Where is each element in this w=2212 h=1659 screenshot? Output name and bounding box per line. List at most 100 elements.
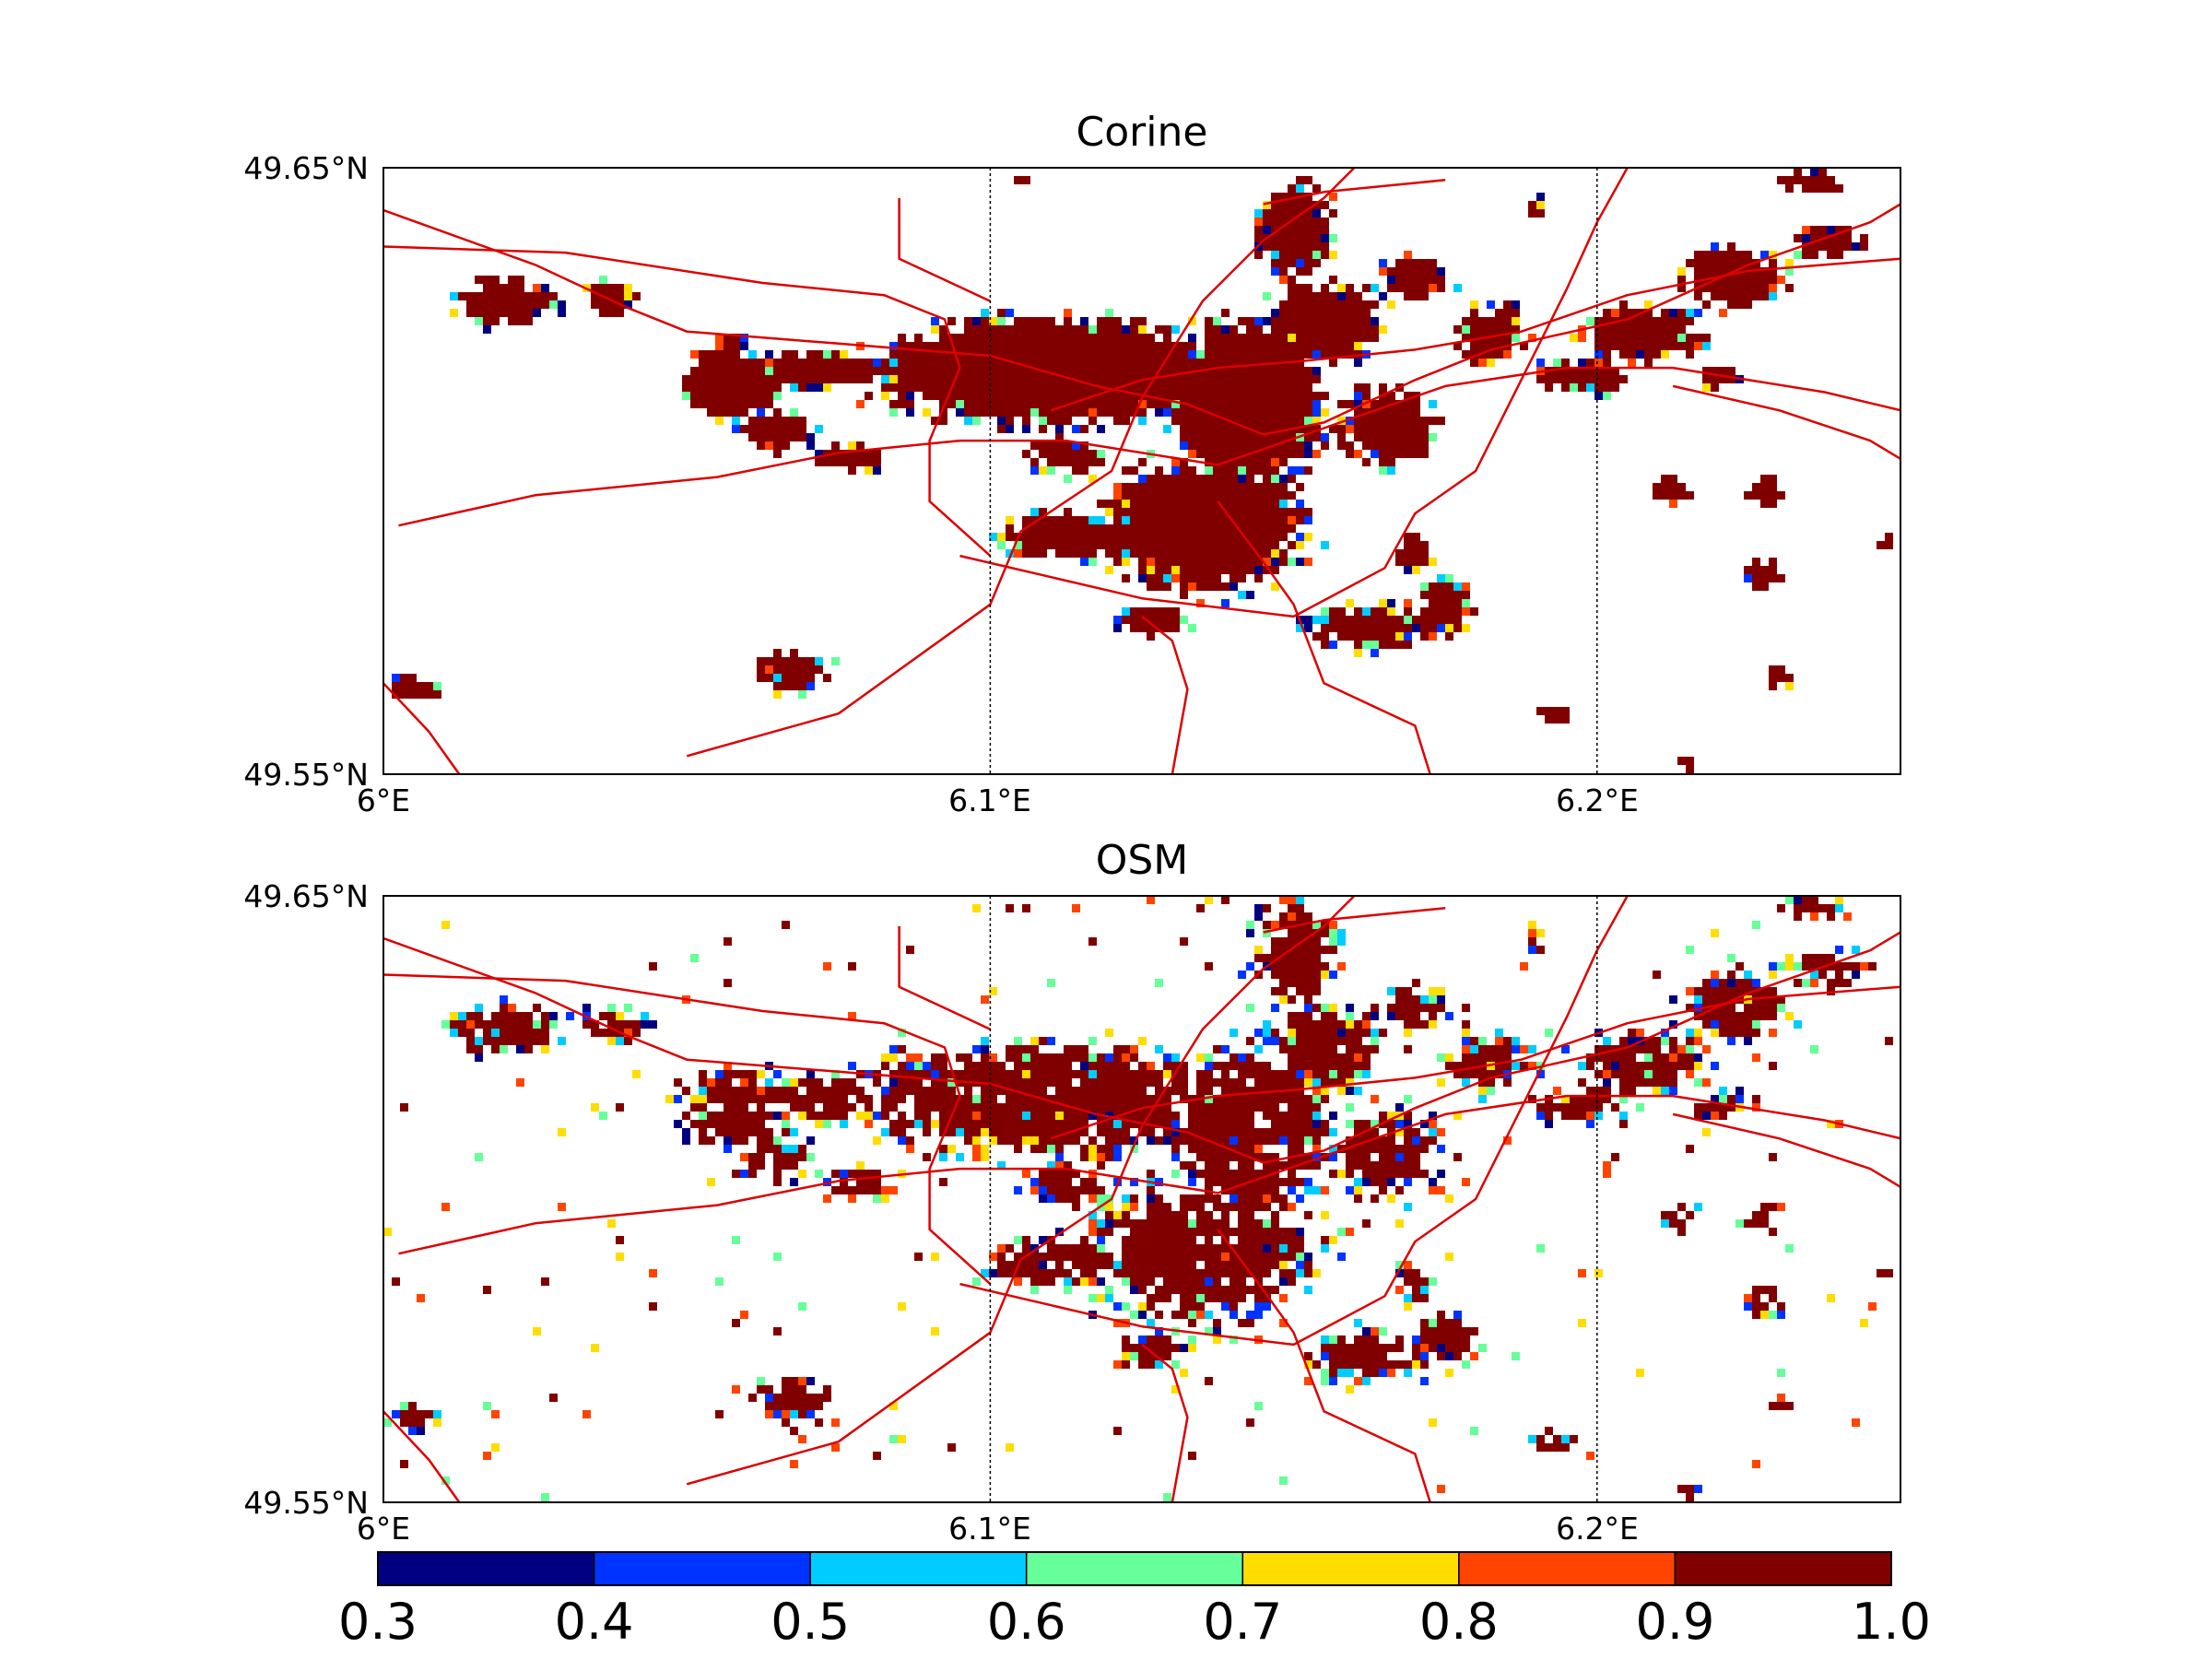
raster-cell: [898, 359, 906, 367]
raster-cell: [1619, 1062, 1628, 1070]
raster-cell: [466, 1045, 475, 1053]
raster-cell: [1810, 904, 1818, 912]
raster-cell: [823, 359, 831, 367]
raster-cell: [1196, 599, 1205, 607]
raster-cell: [1288, 400, 1296, 408]
raster-cell: [1453, 607, 1462, 616]
raster-cell: [1404, 433, 1412, 441]
raster-cell: [1346, 1045, 1354, 1053]
raster-cell: [1536, 375, 1545, 383]
raster-cell: [1097, 1277, 1105, 1286]
raster-cell: [1395, 441, 1404, 450]
raster-cell: [1105, 359, 1113, 367]
raster-cell: [1221, 375, 1230, 383]
raster-cell: [1180, 1136, 1188, 1145]
raster-cell: [840, 1186, 848, 1194]
raster-cell: [1296, 1269, 1304, 1277]
raster-cell: [1321, 624, 1329, 632]
raster-cell: [1329, 209, 1337, 218]
raster-cell: [1205, 1078, 1213, 1087]
raster-cell: [1271, 259, 1279, 267]
road-network-corine: [383, 168, 1900, 774]
raster-cell: [1122, 508, 1130, 516]
raster-cell: [1445, 632, 1453, 641]
raster-cell: [1362, 1020, 1371, 1029]
raster-cell: [1769, 1311, 1777, 1319]
raster-cell: [1288, 1120, 1296, 1128]
raster-cell: [1594, 1053, 1603, 1062]
raster-cell: [591, 1103, 599, 1112]
raster-cell: [997, 1136, 1006, 1145]
raster-cell: [1271, 1253, 1279, 1261]
raster-cell: [1702, 284, 1711, 292]
raster-cell: [1254, 425, 1263, 433]
raster-cell: [1188, 566, 1196, 574]
raster-cell: [1594, 367, 1603, 375]
raster-cell: [1254, 508, 1263, 516]
raster-cell: [740, 1103, 748, 1112]
raster-cell: [1827, 987, 1835, 995]
raster-cell: [1205, 1103, 1213, 1112]
raster-cell: [1088, 533, 1097, 541]
raster-cell: [1180, 1286, 1188, 1294]
raster-cell: [1039, 1128, 1047, 1136]
raster-cell: [1055, 1269, 1064, 1277]
raster-cell: [1097, 1128, 1105, 1136]
raster-cell: [1603, 383, 1611, 392]
raster-cell: [1288, 995, 1296, 1004]
raster-cell: [483, 1452, 491, 1460]
raster-cell: [1279, 491, 1288, 500]
raster-cell: [1702, 1020, 1711, 1029]
raster-cell: [1371, 1012, 1379, 1020]
raster-cell: [956, 375, 964, 383]
raster-cell: [1462, 591, 1470, 599]
raster-cell: [1420, 1319, 1429, 1327]
raster-cell: [865, 1112, 873, 1120]
raster-cell: [1711, 1103, 1719, 1112]
raster-cell: [1072, 383, 1080, 392]
raster-cell: [1346, 1136, 1354, 1145]
raster-cell: [1628, 342, 1636, 350]
raster-cell: [1138, 616, 1147, 624]
raster-cell: [1039, 1253, 1047, 1261]
raster-cell: [408, 1410, 417, 1418]
raster-cell: [1661, 1211, 1669, 1219]
raster-cell: [1304, 937, 1312, 946]
raster-cell: [1611, 383, 1619, 392]
raster-cell: [1727, 954, 1735, 962]
raster-cell: [1130, 1136, 1138, 1145]
raster-cell: [1387, 441, 1395, 450]
raster-cell: [1238, 450, 1246, 458]
raster-cell: [1404, 995, 1412, 1004]
raster-cell: [1586, 375, 1594, 383]
raster-cell: [1453, 1335, 1462, 1344]
raster-cell: [1097, 533, 1105, 541]
raster-cell: [1047, 350, 1055, 359]
raster-cell: [1603, 342, 1611, 350]
raster-cell: [1727, 367, 1735, 375]
raster-cell: [1263, 1294, 1271, 1302]
raster-cell: [1321, 1186, 1329, 1194]
raster-cell: [1188, 417, 1196, 425]
raster-cell: [773, 383, 782, 392]
raster-cell: [1312, 300, 1321, 309]
raster-cell: [715, 1277, 724, 1286]
raster-cell: [674, 1120, 682, 1128]
raster-cell: [690, 1103, 699, 1112]
raster-cell: [840, 1087, 848, 1095]
raster-cell: [1686, 1053, 1694, 1062]
raster-cell: [923, 1070, 931, 1078]
raster-cell: [1171, 1360, 1180, 1369]
raster-cell: [1047, 1194, 1055, 1203]
raster-cell: [1196, 400, 1205, 408]
raster-cell: [1171, 1253, 1180, 1261]
raster-cell: [1006, 1443, 1014, 1452]
raster-cell: [1138, 417, 1147, 425]
raster-cell: [1221, 309, 1230, 317]
raster-cell: [1221, 425, 1230, 433]
raster-cell: [1570, 1103, 1578, 1112]
raster-cell: [1296, 1145, 1304, 1153]
raster-cell: [500, 1004, 508, 1012]
raster-cell: [1188, 433, 1196, 441]
road-line: [1217, 500, 1431, 774]
